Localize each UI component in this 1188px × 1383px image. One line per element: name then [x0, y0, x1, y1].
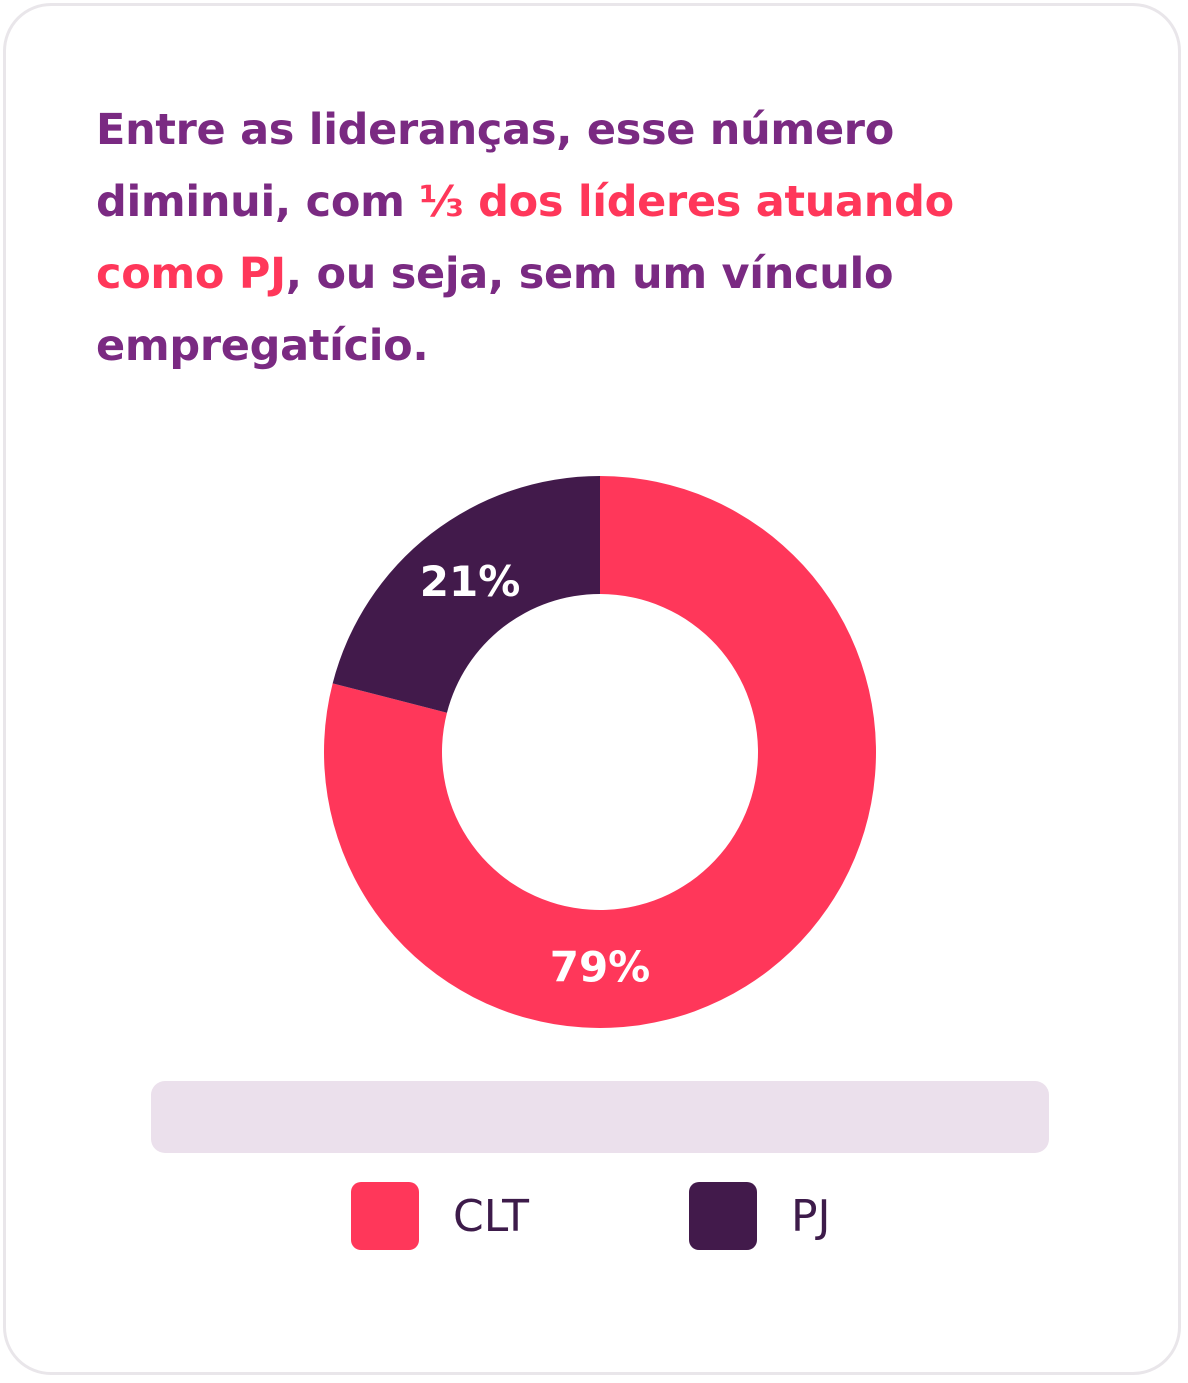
headline: Entre as lideranças, esse número diminui…	[96, 94, 1016, 382]
legend-item-pj: PJ	[689, 1182, 831, 1250]
legend-item-clt: CLT	[351, 1182, 529, 1250]
donut-chart: 79% 21%	[324, 476, 876, 1028]
legend-swatch-clt	[351, 1182, 419, 1250]
headline-text-start: Entre as lideranças, esse número diminui…	[96, 105, 894, 227]
legend-swatch-pj	[689, 1182, 757, 1250]
donut-label-pj: 21%	[420, 557, 521, 606]
legend-label-pj: PJ	[791, 1190, 831, 1242]
legend-label-clt: CLT	[453, 1190, 530, 1242]
chart-card: Entre as lideranças, esse número diminui…	[3, 3, 1181, 1375]
donut-slice-pj	[332, 476, 600, 713]
donut-slice-clt	[324, 476, 876, 1028]
headline-text-end: , ou seja, sem um vínculo empregatício.	[96, 249, 894, 371]
headline-highlight: ⅓ dos líderes atuando como PJ	[96, 177, 954, 299]
legend-strip	[151, 1081, 1049, 1153]
donut-label-clt: 79%	[550, 943, 651, 992]
